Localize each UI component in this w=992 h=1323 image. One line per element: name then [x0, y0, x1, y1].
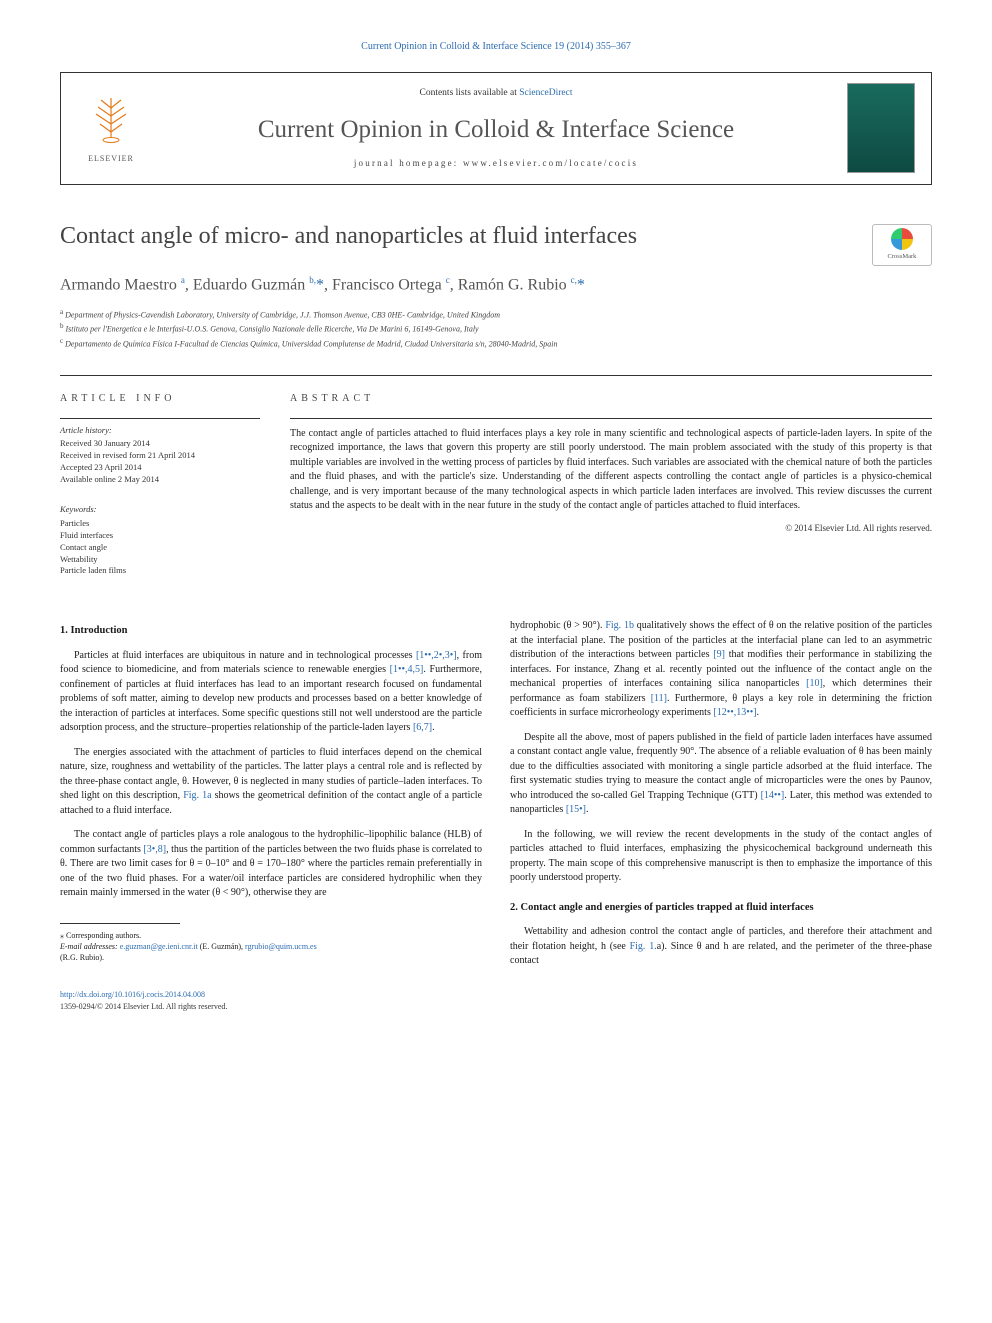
publisher-logo-cell: ELSEVIER: [61, 73, 161, 184]
email-2[interactable]: rgrubio@quim.ucm.es: [245, 942, 317, 951]
keyword-2: Contact angle: [60, 542, 260, 554]
history-received: Received 30 January 2014: [60, 438, 260, 450]
emails-label: E-mail addresses:: [60, 942, 118, 951]
keywords-block: Keywords: Particles Fluid interfaces Con…: [60, 498, 260, 577]
journal-cover-thumbnail: [847, 83, 915, 173]
email-1-name: (E. Guzmán),: [200, 942, 243, 951]
keyword-0: Particles: [60, 518, 260, 530]
affiliations: a Department of Physics-Cavendish Labora…: [60, 307, 932, 351]
left-column: 1. Introduction Particles at fluid inter…: [60, 619, 482, 1012]
top-citation: Current Opinion in Colloid & Interface S…: [60, 40, 932, 54]
journal-header: ELSEVIER Contents lists available at Sci…: [60, 72, 932, 185]
article-info-label: article info: [60, 392, 260, 406]
article-history-block: Article history: Received 30 January 201…: [60, 418, 260, 486]
affiliation-a: a Department of Physics-Cavendish Labora…: [60, 307, 932, 322]
history-revised: Received in revised form 21 April 2014: [60, 450, 260, 462]
paragraph-7: Wettability and adhesion control the con…: [510, 925, 932, 969]
paragraph-1: Particles at fluid interfaces are ubiqui…: [60, 649, 482, 736]
contents-line: Contents lists available at ScienceDirec…: [419, 87, 572, 100]
paragraph-6: In the following, we will review the rec…: [510, 828, 932, 886]
keywords-label: Keywords:: [60, 504, 260, 516]
keyword-4: Particle laden films: [60, 565, 260, 577]
history-online: Available online 2 May 2014: [60, 474, 260, 486]
affiliation-c-text: Departamento de Química Física I-Faculta…: [65, 340, 557, 349]
history-label: Article history:: [60, 425, 260, 437]
elsevier-tree-icon: [86, 92, 136, 149]
authors-line: Armando Maestro a, Eduardo Guzmán b,*, F…: [60, 274, 932, 297]
homepage-line: journal homepage: www.elsevier.com/locat…: [354, 157, 638, 170]
abstract-column: abstract The contact angle of particles …: [290, 392, 932, 590]
section-2-heading: 2. Contact angle and energies of particl…: [510, 900, 932, 915]
corresponding-note: ⁎ Corresponding authors.: [60, 930, 482, 941]
right-column: hydrophobic (θ > 90°). Fig. 1b qualitati…: [510, 619, 932, 1012]
email-1[interactable]: e.guzman@ge.ieni.cnr.it: [120, 942, 198, 951]
email-line: E-mail addresses: e.guzman@ge.ieni.cnr.i…: [60, 941, 482, 952]
affiliation-b-text: Istituto per l'Energetica e le Interfasi…: [66, 325, 479, 334]
email-2-name: (R.G. Rubio).: [60, 952, 482, 963]
doi-link[interactable]: http://dx.doi.org/10.1016/j.cocis.2014.0…: [60, 990, 205, 999]
keyword-1: Fluid interfaces: [60, 530, 260, 542]
bottom-info: http://dx.doi.org/10.1016/j.cocis.2014.0…: [60, 989, 482, 1012]
contents-prefix: Contents lists available at: [419, 88, 519, 98]
journal-cover-cell: [831, 73, 931, 184]
history-accepted: Accepted 23 April 2014: [60, 462, 260, 474]
article-title: Contact angle of micro- and nanoparticle…: [60, 220, 852, 254]
elsevier-logo: ELSEVIER: [76, 88, 146, 168]
paragraph-3: The contact angle of particles plays a r…: [60, 828, 482, 901]
crossmark-badge[interactable]: CrossMark: [872, 224, 932, 266]
body-columns: 1. Introduction Particles at fluid inter…: [60, 619, 932, 1012]
keyword-3: Wettability: [60, 554, 260, 566]
article-info-column: article info Article history: Received 3…: [60, 392, 260, 590]
publisher-name: ELSEVIER: [88, 153, 134, 164]
abstract-copyright: © 2014 Elsevier Ltd. All rights reserved…: [290, 522, 932, 535]
sciencedirect-link[interactable]: ScienceDirect: [519, 88, 572, 98]
paragraph-4: hydrophobic (θ > 90°). Fig. 1b qualitati…: [510, 619, 932, 721]
affiliation-a-text: Department of Physics-Cavendish Laborato…: [65, 310, 500, 319]
footnotes: ⁎ Corresponding authors. E-mail addresse…: [60, 930, 482, 964]
header-center: Contents lists available at ScienceDirec…: [161, 73, 831, 184]
homepage-url[interactable]: www.elsevier.com/locate/cocis: [463, 158, 638, 168]
journal-name: Current Opinion in Colloid & Interface S…: [258, 112, 734, 147]
crossmark-icon: [891, 228, 913, 250]
homepage-prefix: journal homepage:: [354, 158, 463, 168]
issn-line: 1359-0294/© 2014 Elsevier Ltd. All right…: [60, 1001, 482, 1013]
footnote-separator: [60, 923, 180, 924]
abstract-text: The contact angle of particles attached …: [290, 418, 932, 514]
intro-heading: 1. Introduction: [60, 623, 482, 638]
crossmark-label: CrossMark: [888, 252, 917, 261]
affiliation-c: c Departamento de Química Física I-Facul…: [60, 336, 932, 351]
affiliation-b: b Istituto per l'Energetica e le Interfa…: [60, 321, 932, 336]
paragraph-5: Despite all the above, most of papers pu…: [510, 731, 932, 818]
abstract-label: abstract: [290, 392, 932, 406]
paragraph-2: The energies associated with the attachm…: [60, 746, 482, 819]
